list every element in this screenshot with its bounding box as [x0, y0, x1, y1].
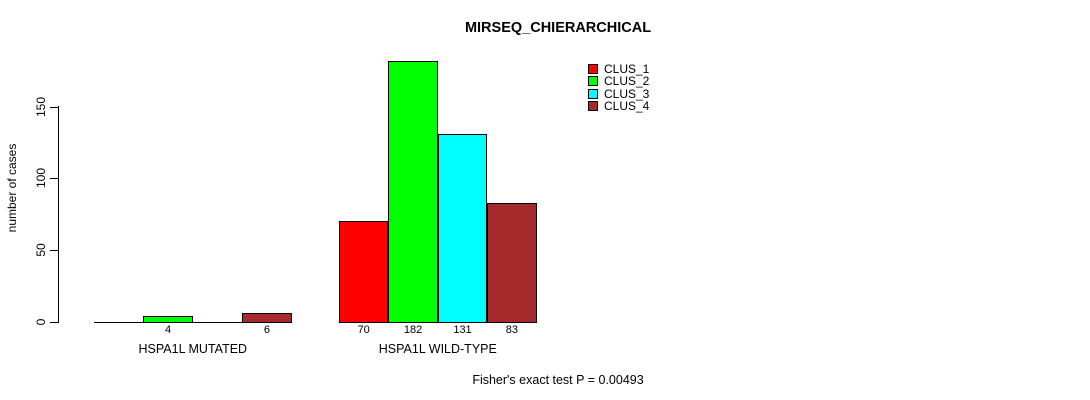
- bar-clus_1: [339, 221, 389, 323]
- y-tick-mark: [50, 106, 58, 108]
- y-tick-mark: [50, 249, 58, 252]
- y-tick-mark: [50, 321, 58, 323]
- fisher-test-footnote: Fisher's exact test P = 0.00493: [472, 373, 644, 387]
- chart-title: MIRSEQ_CHIERARCHICAL: [464, 20, 652, 36]
- bar-value-label: 83: [505, 323, 519, 336]
- y-axis-line: [57, 106, 59, 323]
- legend-item-clus_4: CLUS_4: [588, 99, 650, 114]
- bar-clus_3: [437, 133, 488, 323]
- bar-value-label: 6: [263, 323, 270, 336]
- x-group-label: HSPA1L MUTATED: [138, 341, 248, 356]
- y-tick-label: 150: [34, 96, 48, 117]
- bar-clus_4: [487, 202, 537, 323]
- bar-value-label: 131: [453, 323, 472, 336]
- y-tick-mark: [50, 178, 58, 180]
- legend-swatch-clus_1: [588, 64, 598, 75]
- y-axis-title: number of cases: [5, 143, 19, 233]
- legend-swatch-clus_2: [588, 76, 598, 87]
- x-group-label: HSPA1L WILD-TYPE: [378, 341, 497, 356]
- legend-item-clus_3: CLUS_3: [588, 86, 650, 101]
- bar-value-label: 182: [403, 323, 423, 336]
- bar-clus_2: [143, 315, 193, 323]
- bar-value-label: 70: [357, 323, 370, 336]
- bar-value-label: 4: [165, 323, 172, 336]
- legend-swatch-clus_4: [588, 101, 598, 112]
- y-tick-label: 100: [34, 168, 48, 189]
- legend: CLUS_1 CLUS_2 CLUS_3 CLUS_4: [588, 62, 650, 114]
- legend-label: CLUS_2: [604, 74, 650, 89]
- legend-swatch-clus_3: [588, 88, 598, 99]
- bar-clus_2: [388, 60, 438, 323]
- legend-item-clus_2: CLUS_2: [588, 74, 650, 89]
- legend-label: CLUS_3: [604, 86, 650, 101]
- bar-clus_4: [242, 312, 292, 323]
- legend-item-clus_1: CLUS_1: [588, 62, 650, 77]
- x-axis-baseline: [94, 321, 292, 323]
- y-tick-label: 50: [34, 243, 48, 257]
- legend-label: CLUS_1: [604, 62, 650, 77]
- y-tick-label: 0: [34, 318, 48, 325]
- legend-label: CLUS_4: [604, 99, 650, 114]
